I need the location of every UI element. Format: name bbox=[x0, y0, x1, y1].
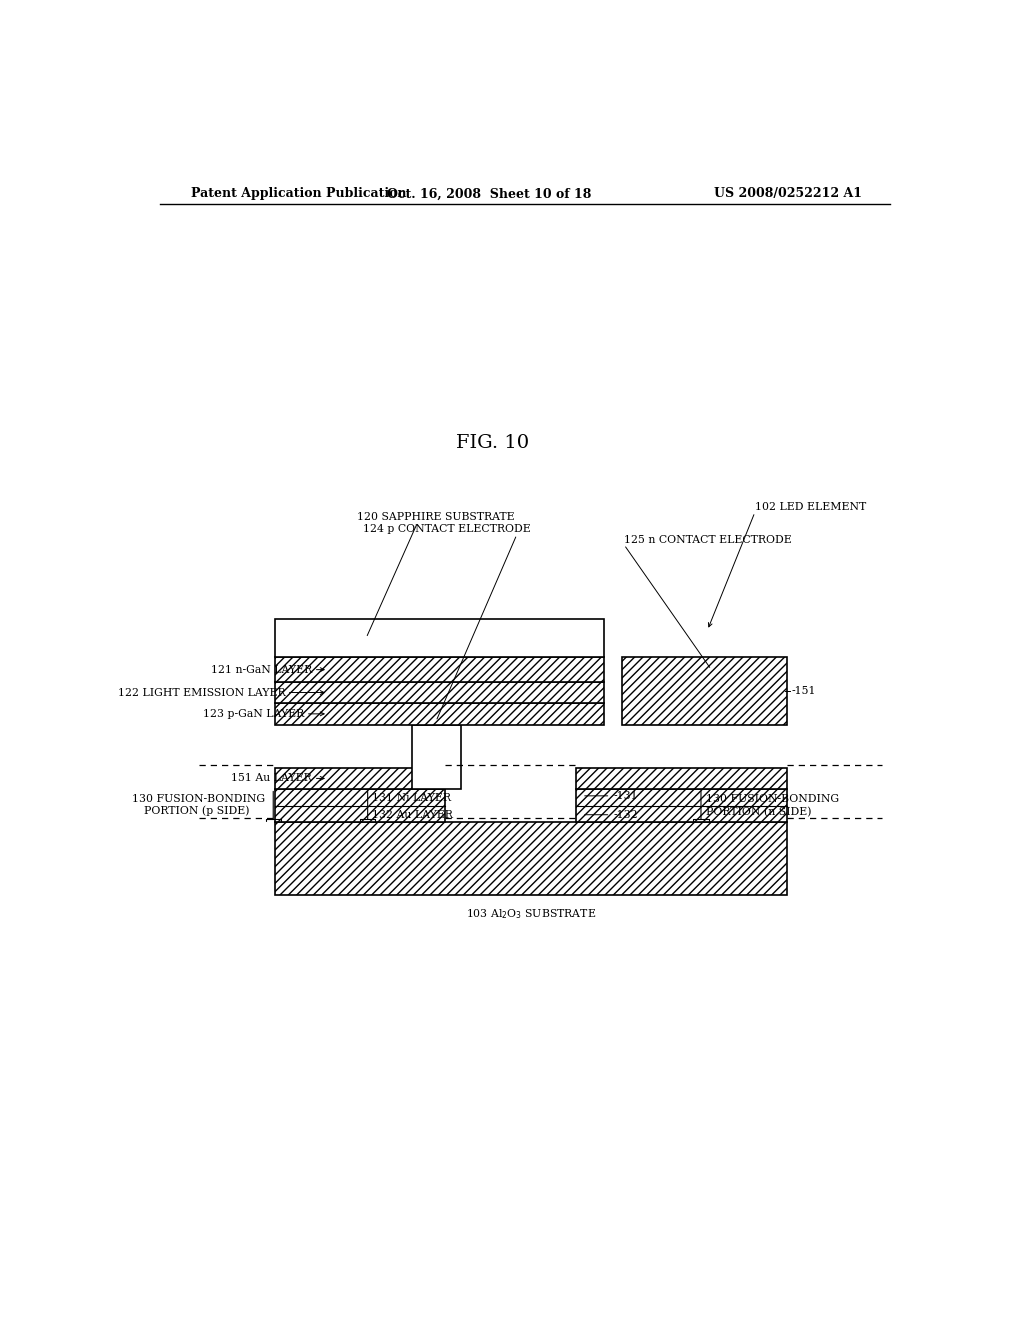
Text: PORTION (p SIDE): PORTION (p SIDE) bbox=[143, 805, 250, 816]
Text: 124 p CONTACT ELECTRODE: 124 p CONTACT ELECTRODE bbox=[364, 524, 531, 535]
Text: 151 Au LAYER: 151 Au LAYER bbox=[231, 774, 312, 783]
Text: Oct. 16, 2008  Sheet 10 of 18: Oct. 16, 2008 Sheet 10 of 18 bbox=[387, 187, 591, 201]
Text: 131 Ni LAYER: 131 Ni LAYER bbox=[373, 793, 452, 803]
Text: 130 FUSION-BONDING: 130 FUSION-BONDING bbox=[706, 793, 839, 804]
Text: 120 SAPPHIRE SUBSTRATE: 120 SAPPHIRE SUBSTRATE bbox=[357, 512, 515, 523]
Bar bbox=[274, 768, 445, 788]
Bar bbox=[622, 657, 786, 725]
Text: -151: -151 bbox=[792, 686, 816, 696]
Text: 132 Au LAYER: 132 Au LAYER bbox=[373, 809, 454, 820]
Bar bbox=[274, 788, 445, 822]
Text: 103 Al$_2$O$_3$ SUBSTRATE: 103 Al$_2$O$_3$ SUBSTRATE bbox=[466, 907, 596, 921]
Text: 122 LIGHT EMISSION LAYER: 122 LIGHT EMISSION LAYER bbox=[118, 688, 285, 697]
Text: -131: -131 bbox=[613, 791, 638, 801]
Bar bbox=[274, 657, 604, 682]
Text: Patent Application Publication: Patent Application Publication bbox=[191, 187, 407, 201]
Text: 123 p-GaN LAYER: 123 p-GaN LAYER bbox=[203, 709, 304, 719]
Text: US 2008/0252212 A1: US 2008/0252212 A1 bbox=[714, 187, 862, 201]
Text: -132: -132 bbox=[613, 809, 638, 820]
Text: 125 n CONTACT ELECTRODE: 125 n CONTACT ELECTRODE bbox=[624, 535, 792, 545]
Text: 121 n-GaN LAYER: 121 n-GaN LAYER bbox=[211, 665, 312, 675]
Bar bbox=[274, 822, 786, 895]
Bar bbox=[274, 682, 604, 704]
Bar bbox=[412, 725, 461, 788]
Text: 102 LED ELEMENT: 102 LED ELEMENT bbox=[755, 502, 866, 512]
Bar bbox=[577, 788, 786, 822]
Bar bbox=[274, 704, 604, 725]
Bar bbox=[577, 768, 786, 788]
Bar bbox=[274, 619, 604, 657]
Text: FIG. 10: FIG. 10 bbox=[457, 434, 529, 451]
Text: 130 FUSION-BONDING: 130 FUSION-BONDING bbox=[132, 793, 265, 804]
Text: PORTION (n SIDE): PORTION (n SIDE) bbox=[706, 807, 811, 817]
